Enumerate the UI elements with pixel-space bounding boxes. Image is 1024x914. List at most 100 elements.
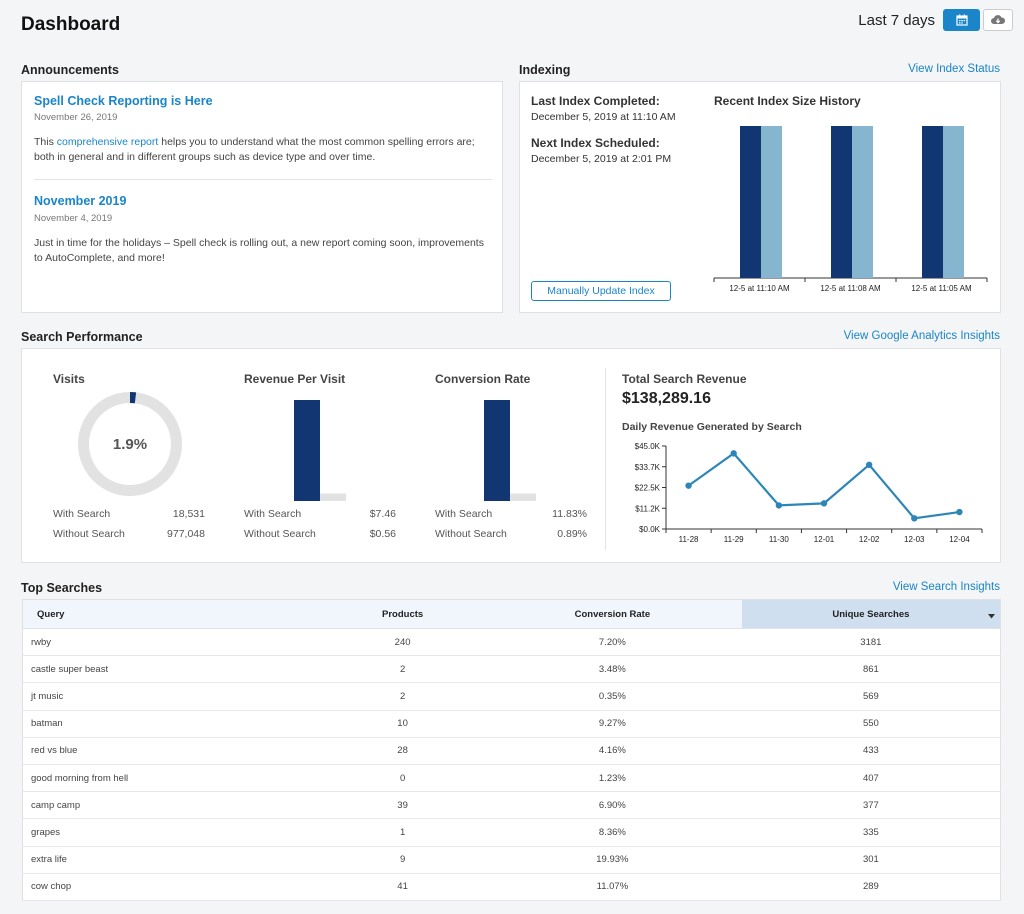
y-tick-label: $22.5K: [635, 484, 661, 493]
products-cell: 240: [322, 628, 484, 657]
search-performance-panel: [21, 348, 1001, 563]
table-row[interactable]: camp camp 39 6.90% 377: [22, 791, 1001, 820]
x-tick-label: 12-03: [904, 535, 925, 544]
table-row[interactable]: batman 10 9.27% 550: [22, 710, 1001, 738]
index-bar: [831, 126, 852, 278]
conversion-without-row: Without Search 0.89%: [435, 528, 587, 540]
total-revenue-value: $138,289.16: [622, 390, 711, 407]
x-tick-label: 12-5 at 11:08 AM: [820, 284, 881, 293]
x-tick-label: 11-28: [679, 535, 699, 544]
query-cell: cow chop: [22, 873, 323, 901]
conversion-with-row: With Search 11.83%: [435, 508, 587, 520]
x-tick-label: 12-02: [859, 535, 880, 544]
conversion-rate-cell: 19.93%: [483, 846, 742, 874]
x-tick-label: 12-5 at 11:10 AM: [729, 284, 790, 293]
top-searches-table: Query Products Conversion Rate Unique Se…: [22, 599, 1001, 901]
visits-percent: 1.9%: [113, 436, 147, 453]
index-bar: [740, 126, 761, 278]
products-cell: 0: [322, 764, 484, 793]
unique-searches-cell: 301: [741, 846, 1001, 874]
revenue-point[interactable]: [775, 502, 783, 509]
announcement-title[interactable]: November 2019: [34, 194, 127, 208]
conversion-rate-cell: 11.07%: [483, 873, 742, 901]
query-cell: batman: [22, 710, 323, 738]
unique-searches-cell: 433: [741, 737, 1001, 765]
unique-searches-cell: 289: [741, 873, 1001, 901]
visits-with-row: With Search 18,531: [53, 508, 205, 520]
daily-revenue-chart: $0.0K $11.2K $22.5K $33.7K $45.0K 11-28 11-29 1…: [635, 442, 983, 544]
cloud-download-icon: [991, 15, 1006, 24]
announcements-panel: Spell Check Reporting is Here November 2…: [21, 81, 503, 313]
comprehensive-report-link[interactable]: comprehensive report: [56, 136, 159, 148]
unique-searches-cell: 569: [741, 682, 1001, 711]
table-row[interactable]: castle super beast 2 3.48% 861: [22, 655, 1001, 684]
column-header-query[interactable]: Query: [22, 599, 323, 629]
column-header-unique-searches[interactable]: Unique Searches: [741, 599, 1001, 629]
revenue-point[interactable]: [820, 500, 828, 507]
table-row[interactable]: rwby 240 7.20% 3181: [22, 628, 1001, 657]
top-searches-title: Top Searches: [21, 581, 103, 595]
conversion-chart: [484, 400, 536, 501]
x-tick-label: 11-29: [724, 535, 744, 544]
with-search-bar: [294, 400, 320, 501]
unique-searches-cell: 377: [741, 791, 1001, 820]
export-button[interactable]: [983, 9, 1013, 31]
y-tick-label: $0.0K: [639, 525, 661, 534]
visits-title: Visits: [53, 372, 85, 386]
table-row[interactable]: good morning from hell 0 1.23% 407: [22, 764, 1001, 793]
view-index-status-link[interactable]: View Index Status: [908, 63, 1000, 75]
products-cell: 1: [322, 818, 484, 847]
x-tick-label: 12-5 at 11:05 AM: [911, 284, 972, 293]
daily-revenue-label: Daily Revenue Generated by Search: [622, 421, 802, 433]
announcement-title[interactable]: Spell Check Reporting is Here: [34, 94, 213, 108]
visits-donut: 1.9%: [78, 392, 182, 496]
revenue-point[interactable]: [730, 450, 737, 457]
unique-searches-cell: 861: [741, 655, 1001, 684]
divider: [34, 179, 492, 180]
products-cell: 28: [322, 737, 484, 765]
table-row[interactable]: extra life 9 19.93% 301: [22, 846, 1001, 874]
without-search-bar: [510, 493, 536, 501]
table-row[interactable]: cow chop 41 11.07% 289: [22, 873, 1001, 901]
conversion-rate-cell: 1.23%: [483, 764, 742, 793]
revenue-point[interactable]: [865, 461, 873, 469]
divider: [605, 368, 606, 550]
conversion-title: Conversion Rate: [435, 372, 531, 386]
query-cell: castle super beast: [22, 655, 323, 684]
products-cell: 2: [322, 655, 484, 684]
view-search-insights-link[interactable]: View Search Insights: [892, 581, 1000, 593]
index-bar: [922, 126, 943, 278]
query-cell: grapes: [22, 818, 323, 847]
total-revenue-label: Total Search Revenue: [622, 372, 747, 386]
query-cell: extra life: [22, 846, 323, 874]
revenue-point[interactable]: [911, 515, 918, 522]
column-header-conversion-rate[interactable]: Conversion Rate: [483, 599, 742, 629]
donut-arc: [78, 392, 182, 496]
unique-searches-cell: 550: [741, 710, 1001, 738]
unique-searches-cell: 335: [741, 818, 1001, 847]
caret-down-icon: [988, 611, 995, 622]
conversion-rate-cell: 4.16%: [483, 737, 742, 765]
products-cell: 39: [322, 791, 484, 820]
conversion-rate-cell: 7.20%: [483, 628, 742, 657]
index-size-chart: 12-5 at 11:10 AM 12-5 at 11:08 AM 12-5 at …: [713, 126, 988, 293]
products-cell: 41: [322, 873, 484, 901]
index-bar: [761, 126, 782, 278]
x-tick-label: 12-04: [949, 535, 970, 544]
next-index-label: Next Index Scheduled:: [531, 136, 660, 150]
conversion-rate-cell: 0.35%: [483, 682, 742, 711]
with-search-bar: [484, 400, 510, 501]
table-row[interactable]: grapes 1 8.36% 335: [22, 818, 1001, 847]
revenue-point[interactable]: [685, 482, 692, 489]
search-performance-title: Search Performance: [21, 330, 143, 344]
revenue-point[interactable]: [956, 508, 963, 516]
calendar-button[interactable]: [943, 9, 980, 31]
rpv-with-row: With Search $7.46: [244, 508, 396, 520]
view-google-analytics-link[interactable]: View Google Analytics Insights: [843, 330, 1000, 342]
manually-update-index-button[interactable]: Manually Update Index: [531, 281, 671, 301]
column-header-products[interactable]: Products: [322, 599, 484, 629]
table-row[interactable]: red vs blue 28 4.16% 433: [22, 737, 1001, 765]
x-tick-label: 11-30: [769, 535, 789, 544]
announcement-body: This comprehensive report helps you to u…: [34, 136, 475, 163]
table-row[interactable]: jt music 2 0.35% 569: [22, 682, 1001, 711]
